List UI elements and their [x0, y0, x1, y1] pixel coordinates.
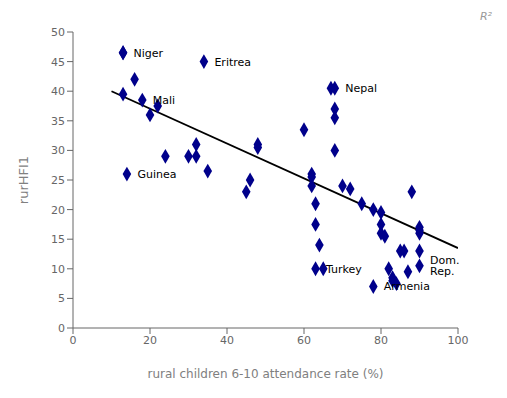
svg-text:80: 80	[374, 334, 388, 347]
svg-text:Niger: Niger	[134, 47, 164, 60]
svg-text:25: 25	[51, 174, 65, 187]
svg-text:Armenia: Armenia	[384, 280, 430, 293]
svg-text:Dom.Rep.: Dom.Rep.	[430, 254, 459, 278]
svg-text:30: 30	[51, 144, 65, 157]
svg-text:Guinea: Guinea	[137, 168, 176, 181]
svg-text:50: 50	[51, 26, 65, 39]
svg-text:20: 20	[51, 204, 65, 217]
svg-text:Eritrea: Eritrea	[214, 56, 251, 69]
svg-text:40: 40	[220, 334, 234, 347]
html-text:R²: R²	[479, 10, 492, 23]
svg-text:rurHFI1: rurHFI1	[16, 156, 31, 204]
svg-text:rural children 6-10 attendance: rural children 6-10 attendance rate (%)	[147, 367, 383, 381]
svg-text:Nepal: Nepal	[345, 82, 377, 95]
svg-text:0: 0	[70, 334, 77, 347]
svg-text:45: 45	[51, 56, 65, 69]
svg-text:35: 35	[51, 115, 65, 128]
svg-text:10: 10	[51, 263, 65, 276]
svg-text:0: 0	[58, 322, 65, 335]
svg-text:60: 60	[297, 334, 311, 347]
svg-text:5: 5	[58, 292, 65, 305]
svg-text:Turkey: Turkey	[325, 263, 362, 276]
svg-text:100: 100	[448, 334, 469, 347]
svg-text:Mali: Mali	[153, 94, 175, 107]
svg-text:15: 15	[51, 233, 65, 246]
svg-text:40: 40	[51, 85, 65, 98]
svg-text:20: 20	[143, 334, 157, 347]
